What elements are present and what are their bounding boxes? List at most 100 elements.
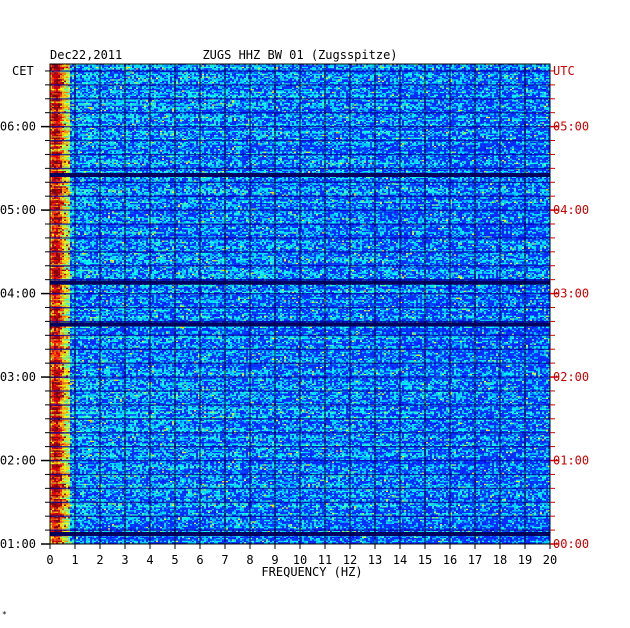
- spectrogram-cell: [218, 86, 220, 87]
- spectrogram-cell: [214, 93, 216, 94]
- spectrogram-cell: [280, 75, 282, 76]
- spectrogram-cell: [444, 81, 446, 82]
- spectrogram-cell: [276, 75, 278, 76]
- spectrogram-cell: [270, 93, 272, 94]
- spectrogram-cell: [446, 92, 448, 93]
- spectrogram-cell: [404, 90, 406, 91]
- spectrogram-cell: [330, 77, 332, 78]
- spectrogram-cell: [192, 67, 194, 68]
- spectrogram-cell: [310, 92, 312, 93]
- spectrogram-cell: [306, 82, 308, 83]
- spectrogram-cell: [220, 67, 222, 68]
- spectrogram-cell: [246, 78, 248, 79]
- spectrogram-cell: [286, 67, 288, 68]
- spectrogram-cell: [296, 86, 298, 87]
- spectrogram-cell: [330, 65, 332, 66]
- spectrogram-cell: [286, 75, 288, 76]
- spectrogram-cell: [62, 67, 64, 68]
- spectrogram-cell: [364, 78, 366, 79]
- spectrogram-cell: [172, 95, 174, 96]
- spectrogram-cell: [156, 65, 158, 66]
- spectrogram-cell: [526, 65, 528, 66]
- spectrogram-cell: [546, 89, 548, 90]
- spectrogram-cell: [436, 92, 438, 93]
- spectrogram-cell: [152, 74, 154, 75]
- spectrogram-cell: [188, 74, 190, 75]
- spectrogram-cell: [410, 67, 412, 68]
- spectrogram-cell: [510, 74, 512, 75]
- spectrogram-cell: [380, 88, 382, 89]
- spectrogram-cell: [422, 82, 424, 83]
- spectrogram-cell: [182, 93, 184, 94]
- spectrogram-cell: [394, 78, 396, 79]
- spectrogram-cell: [344, 92, 346, 93]
- spectrogram-cell: [206, 95, 208, 96]
- spectrogram-cell: [232, 68, 234, 69]
- spectrogram-cell: [60, 88, 62, 89]
- spectrogram-cell: [254, 90, 256, 91]
- spectrogram-cell: [234, 81, 236, 82]
- spectrogram-cell: [144, 92, 146, 93]
- spectrogram-cell: [466, 72, 468, 73]
- spectrogram-cell: [480, 68, 482, 69]
- spectrogram-cell: [208, 78, 210, 79]
- spectrogram-cell: [544, 88, 546, 89]
- spectrogram-cell: [478, 92, 480, 93]
- spectrogram-cell: [462, 77, 464, 78]
- spectrogram-cell: [472, 86, 474, 87]
- spectrogram-cell: [472, 92, 474, 93]
- spectrogram-cell: [210, 93, 212, 94]
- spectrogram-cell: [312, 77, 314, 78]
- spectrogram-cell: [90, 74, 92, 75]
- spectrogram-cell: [504, 89, 506, 90]
- spectrogram-cell: [334, 93, 336, 94]
- spectrogram-cell: [418, 77, 420, 78]
- spectrogram-cell: [86, 79, 88, 80]
- spectrogram-cell: [110, 67, 112, 68]
- spectrogram-cell: [202, 67, 204, 68]
- spectrogram-cell: [502, 79, 504, 80]
- spectrogram-cell: [62, 68, 64, 69]
- spectrogram-cell: [76, 75, 78, 76]
- spectrogram-cell: [78, 88, 80, 89]
- spectrogram-cell: [112, 72, 114, 73]
- spectrogram-cell: [396, 67, 398, 68]
- spectrogram-cell: [332, 72, 334, 73]
- spectrogram-cell: [146, 68, 148, 69]
- spectrogram-cell: [542, 88, 544, 89]
- spectrogram-cell: [326, 65, 328, 66]
- spectrogram-cell: [380, 74, 382, 75]
- spectrogram-cell: [144, 86, 146, 87]
- spectrogram-cell: [232, 90, 234, 91]
- spectrogram-cell: [160, 81, 162, 82]
- spectrogram-cell: [164, 74, 166, 75]
- spectrogram-cell: [56, 77, 58, 78]
- spectrogram-cell: [380, 92, 382, 93]
- spectrogram-cell: [194, 90, 196, 91]
- spectrogram-cell: [238, 68, 240, 69]
- spectrogram-cell: [120, 86, 122, 87]
- spectrogram-cell: [494, 82, 496, 83]
- spectrogram-cell: [546, 90, 548, 91]
- spectrogram-cell: [68, 67, 70, 68]
- spectrogram-cell: [168, 72, 170, 73]
- spectrogram-cell: [64, 75, 66, 76]
- spectrogram-cell: [240, 74, 242, 75]
- spectrogram-cell: [146, 89, 148, 90]
- spectrogram-cell: [382, 88, 384, 89]
- spectrogram-cell: [58, 88, 60, 89]
- spectrogram-cell: [462, 92, 464, 93]
- spectrogram-cell: [128, 92, 130, 93]
- spectrogram-cell: [530, 93, 532, 94]
- spectrogram-cell: [192, 72, 194, 73]
- spectrogram-cell: [166, 72, 168, 73]
- spectrogram-cell: [304, 90, 306, 91]
- spectrogram-cell: [416, 81, 418, 82]
- spectrogram-cell: [316, 81, 318, 82]
- spectrogram-cell: [530, 92, 532, 93]
- spectrogram-cell: [186, 78, 188, 79]
- spectrogram-cell: [412, 90, 414, 91]
- spectrogram-cell: [60, 74, 62, 75]
- spectrogram-cell: [112, 92, 114, 93]
- spectrogram-cell: [252, 86, 254, 87]
